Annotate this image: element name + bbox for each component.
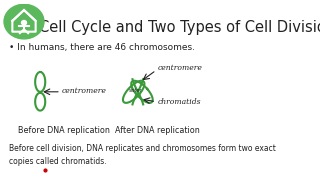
Text: Cell Cycle and Two Types of Cell Division: Cell Cycle and Two Types of Cell Divisio…: [39, 20, 320, 35]
Text: copies called chromatids.: copies called chromatids.: [9, 157, 107, 166]
Text: chromatids: chromatids: [157, 98, 201, 106]
Text: centromere: centromere: [157, 64, 202, 72]
Text: sister: sister: [129, 88, 142, 93]
Text: • In humans, there are 46 chromosomes.: • In humans, there are 46 chromosomes.: [9, 43, 195, 52]
Text: After DNA replication: After DNA replication: [115, 126, 200, 135]
Text: Before cell division, DNA replicates and chromosomes form two exact: Before cell division, DNA replicates and…: [9, 144, 276, 153]
Circle shape: [21, 21, 27, 25]
Circle shape: [4, 4, 44, 39]
Text: Before DNA replication: Before DNA replication: [18, 126, 110, 135]
Text: centromere: centromere: [62, 87, 107, 95]
